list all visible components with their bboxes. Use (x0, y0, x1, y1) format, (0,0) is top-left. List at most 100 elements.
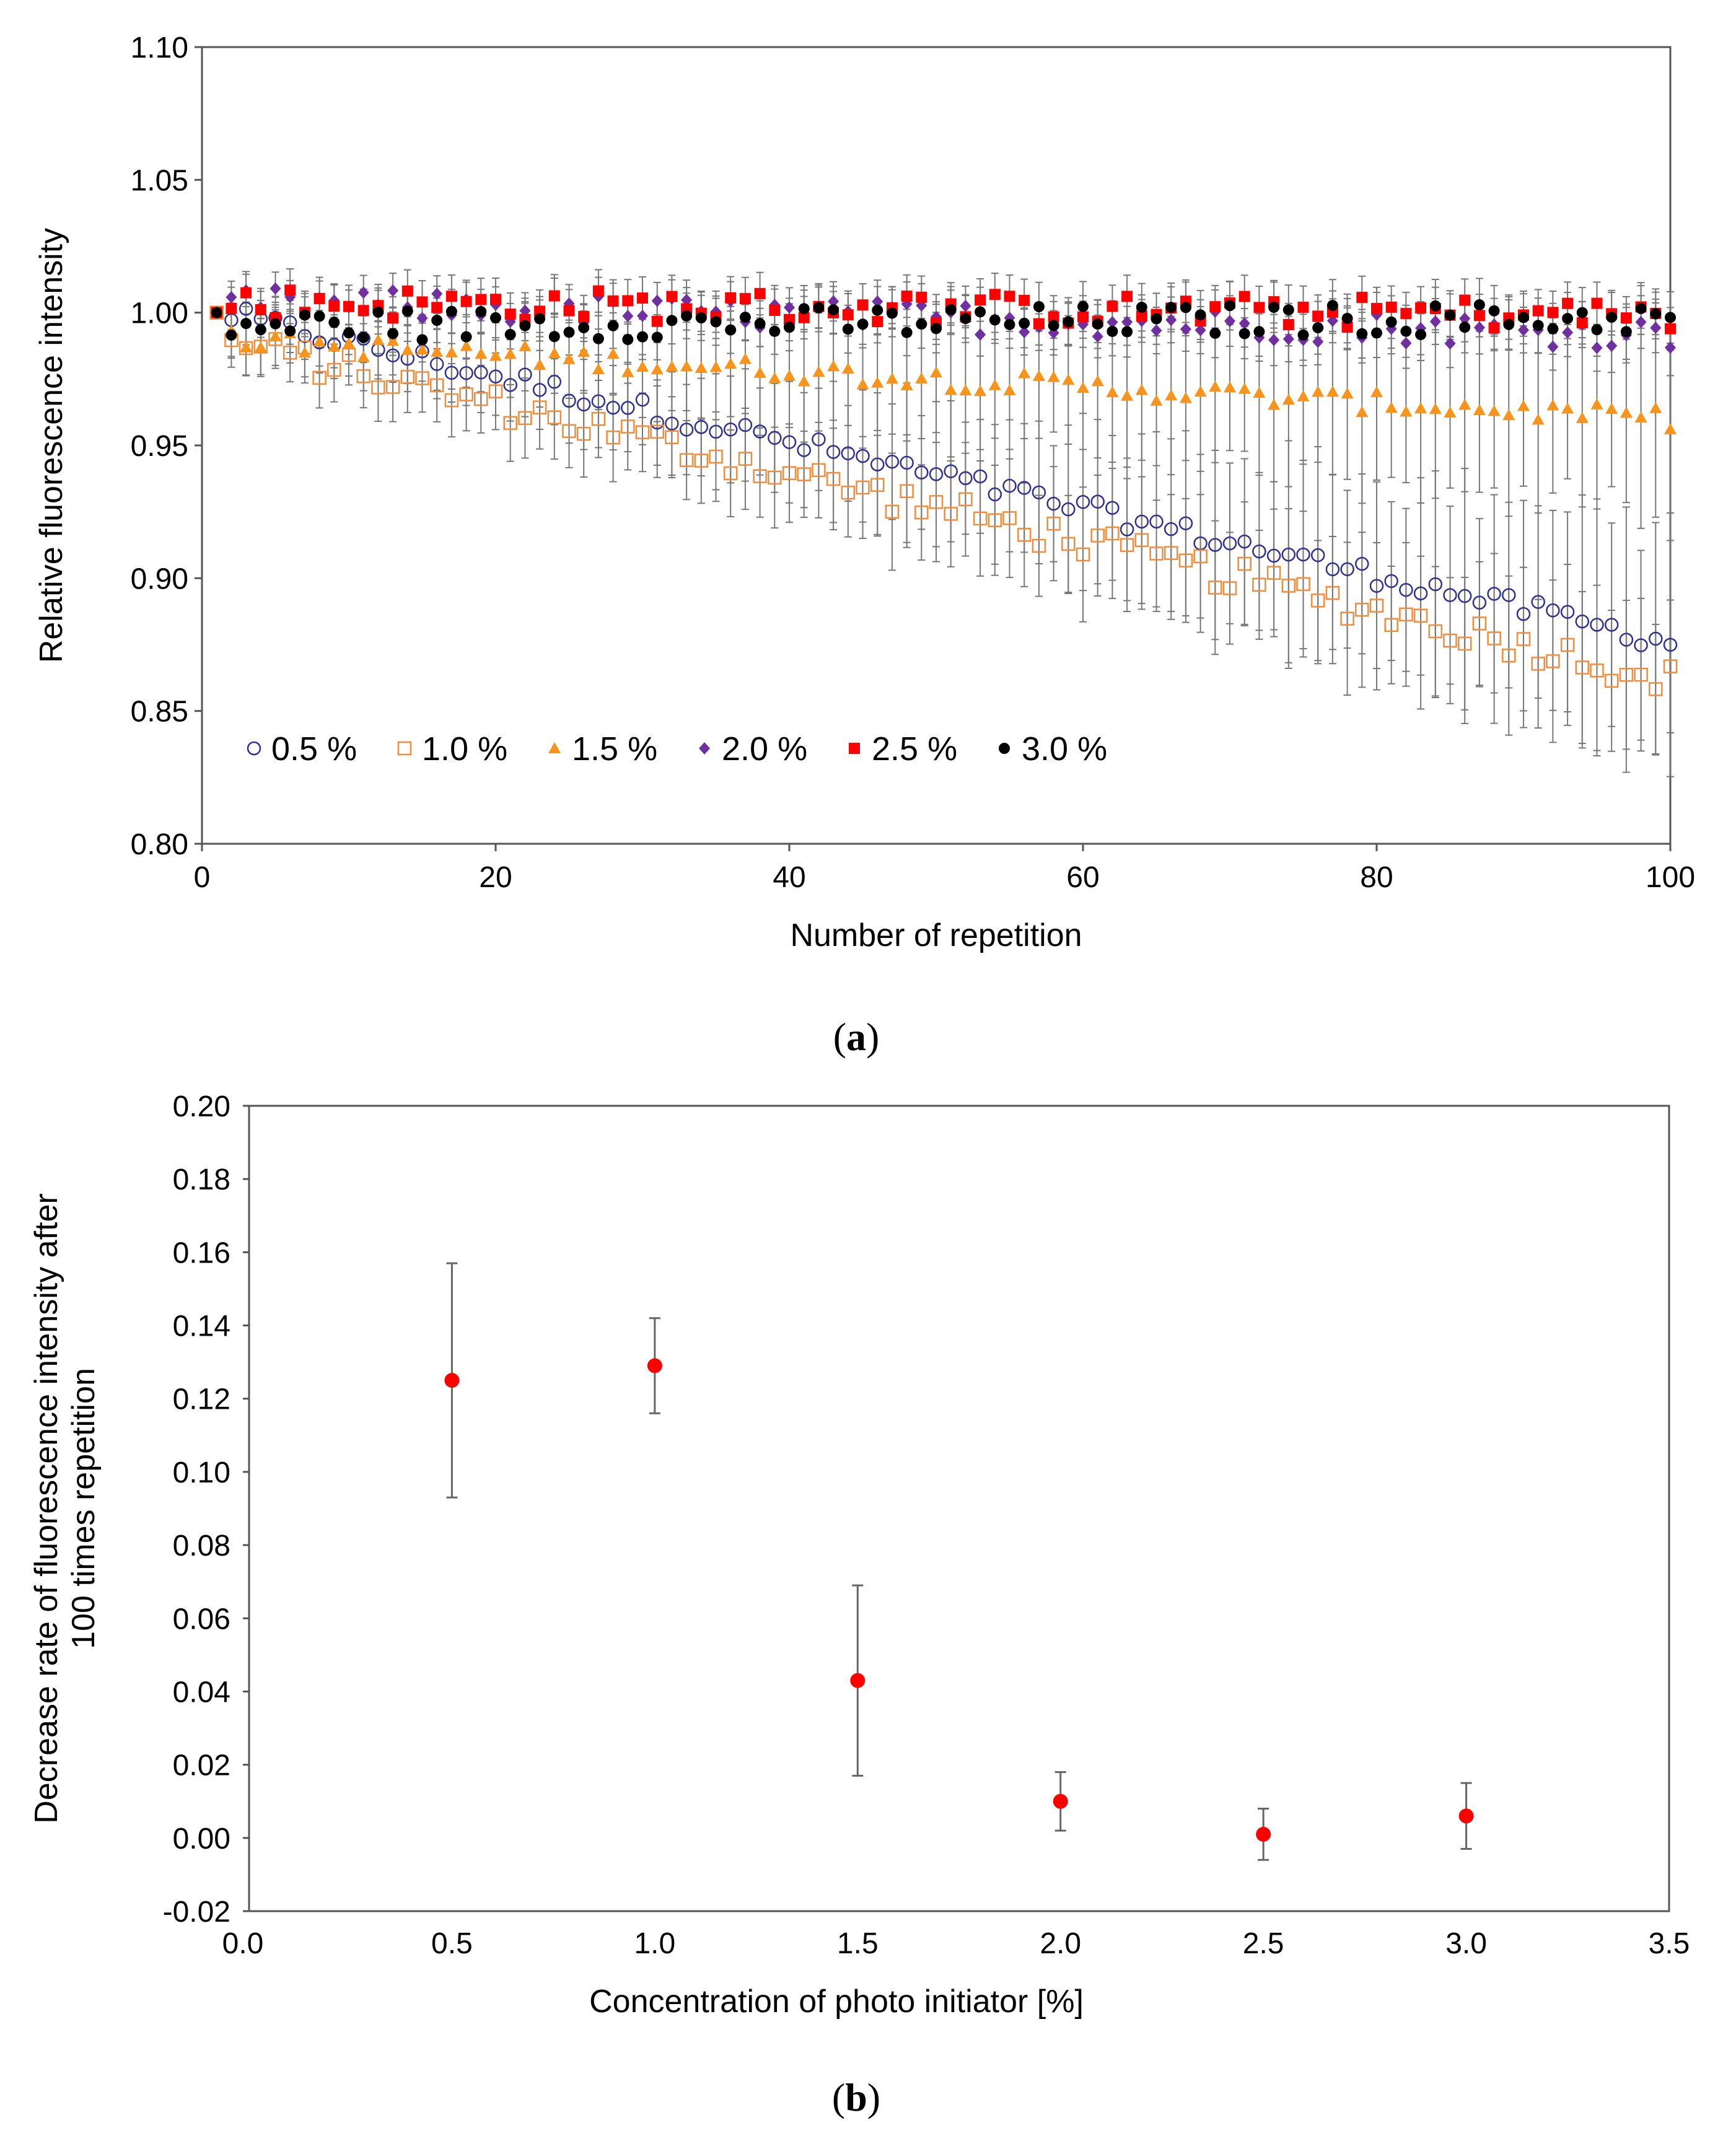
a-data-point (591, 394, 606, 408)
a-data-point (1502, 409, 1515, 421)
a-data-point (1663, 659, 1678, 673)
a-data-point (563, 326, 575, 338)
a-data-point (547, 410, 562, 424)
b-x-tick-label: 1.5 (837, 1927, 879, 1960)
a-data-point (931, 323, 942, 335)
a-data-point (1048, 311, 1059, 323)
a-data-point (490, 312, 501, 323)
legend-marker-0 (247, 741, 261, 756)
a-data-point (1253, 326, 1265, 338)
a-data-point (1282, 393, 1295, 405)
a-data-point (474, 365, 488, 380)
a-data-point (429, 357, 444, 371)
legend-label-1: 1.0 % (422, 730, 507, 768)
a-data-point (1237, 556, 1252, 571)
b-y-tick-label: 0.20 (173, 1090, 230, 1123)
b-data-point-2 (850, 1673, 866, 1688)
b-data-point-5 (1458, 1808, 1474, 1824)
a-data-point (738, 418, 753, 432)
a-data-point (1473, 310, 1485, 322)
a-data-point (915, 372, 928, 383)
a-data-point (1620, 406, 1633, 418)
a-data-point (1414, 402, 1427, 414)
legend-marker-4 (849, 743, 860, 754)
a-data-point (959, 384, 972, 396)
b-y-axis-label-line2: 100 times repetition (66, 1368, 102, 1649)
a-data-point (754, 287, 766, 299)
a-data-point (1208, 538, 1222, 552)
a-data-point (681, 310, 693, 322)
a-data-point (901, 326, 913, 338)
a-data-point (988, 513, 1002, 528)
a-data-point (944, 383, 957, 395)
a-data-point (973, 469, 988, 484)
a-data-point (841, 485, 856, 500)
a-data-point (1017, 481, 1032, 495)
a-data-point (1106, 386, 1119, 398)
a-data-point (343, 300, 354, 312)
a-data-point (812, 463, 826, 478)
a-data-point (1253, 302, 1265, 313)
b-y-tick-label: -0.02 (163, 1896, 230, 1929)
a-data-point (474, 392, 488, 406)
a-data-point (444, 366, 459, 380)
a-data-point (1665, 341, 1676, 354)
a-data-point (1136, 310, 1147, 322)
a-data-point (416, 343, 429, 355)
a-data-point (1385, 316, 1397, 328)
a-data-point (1105, 501, 1120, 515)
a-data-point (916, 318, 927, 330)
b-x-tick-label: 1.0 (634, 1927, 675, 1960)
a-data-point (1134, 533, 1149, 548)
a-data-point (532, 400, 547, 414)
a-data-point (533, 358, 546, 370)
a-y-tick-label: 0.85 (131, 696, 188, 729)
a-data-point (1195, 309, 1206, 321)
a-data-point (856, 480, 870, 495)
a-data-point (1459, 294, 1471, 306)
a-data-point (635, 392, 650, 407)
a-data-point (1325, 585, 1340, 600)
a-data-point (1531, 595, 1545, 609)
a-data-point (385, 348, 400, 362)
a-data-point (548, 331, 560, 343)
a-data-point (1371, 327, 1382, 339)
a-data-point (989, 289, 1001, 300)
a-data-point (504, 309, 516, 320)
b-y-tick-label: 0.12 (173, 1383, 230, 1416)
a-data-point (739, 293, 751, 305)
a-data-point (400, 370, 415, 384)
a-data-point (1150, 394, 1163, 406)
a-data-point (1120, 538, 1134, 553)
a-data-point (1428, 624, 1443, 639)
a-data-point (1562, 326, 1574, 339)
a-data-point (870, 457, 885, 471)
a-data-point (240, 287, 252, 299)
a-data-point (504, 328, 516, 340)
a-data-point (725, 324, 737, 336)
a-data-point (328, 300, 340, 312)
a-data-point (1238, 291, 1250, 302)
a-data-point (842, 323, 854, 335)
a-data-point (1296, 547, 1310, 562)
a-data-point (1575, 660, 1590, 675)
a-data-point (1002, 511, 1017, 525)
a-data-point (1356, 406, 1369, 418)
a-data-point (753, 424, 767, 439)
chart-b: 0.0 0.5 1.0 1.5 2.0 2.5 3.0 3.5 -0.02 0.00 0.02 0.… (28, 1090, 1690, 2119)
a-data-point (813, 302, 825, 313)
a-data-point (591, 412, 606, 426)
a-data-point (211, 307, 222, 318)
a-data-point (1121, 389, 1134, 401)
a-data-point (1180, 302, 1191, 313)
a-data-point (387, 284, 399, 297)
a-data-point (270, 282, 281, 295)
a-data-point (650, 415, 664, 430)
a-data-point (782, 466, 797, 481)
series-15-pct (210, 306, 1677, 434)
a-data-point (1018, 367, 1031, 379)
a-data-point (768, 470, 782, 485)
a-data-point (1033, 318, 1045, 330)
a-data-point (1002, 478, 1017, 493)
